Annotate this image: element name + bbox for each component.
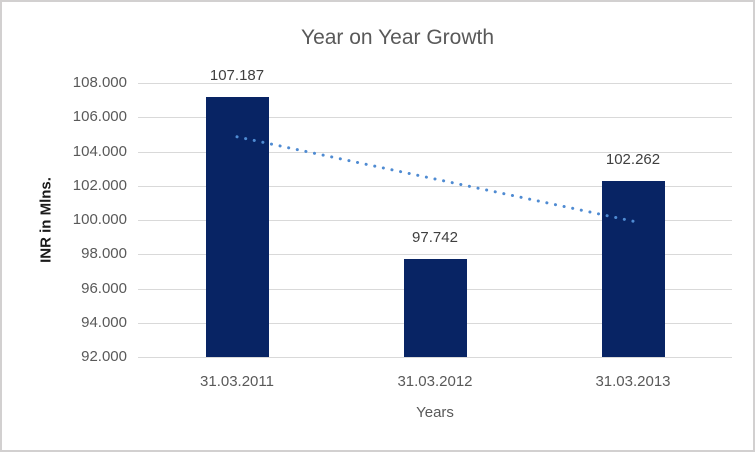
data-label: 97.742 [412, 228, 458, 246]
gridline [138, 117, 732, 119]
gridline [138, 357, 732, 358]
gridline [138, 254, 732, 256]
y-tick-label: 98.000 [81, 245, 127, 263]
plot-area: 107.187 97.742 102.262 [138, 67, 732, 358]
y-tick-label: 94.000 [81, 313, 127, 331]
bar [205, 96, 269, 357]
bar [403, 258, 467, 357]
data-label: 107.187 [209, 66, 265, 84]
x-axis-title: Years [416, 404, 454, 421]
y-tick-label: 108.000 [72, 74, 127, 91]
bar [601, 181, 665, 357]
gridline [138, 83, 732, 84]
x-tick-label: 31.03.2012 [397, 373, 473, 390]
x-tick-label: 31.03.2013 [595, 373, 671, 390]
y-tick-label: 100.000 [72, 211, 127, 228]
data-label: 102.262 [605, 151, 661, 169]
chart-title: Year on Year Growth [300, 26, 495, 49]
trendline-path [235, 135, 635, 223]
y-tick-label: 96.000 [81, 279, 127, 297]
y-tick-label: 92.000 [81, 348, 127, 365]
y-tick-label: 104.000 [72, 142, 127, 160]
y-tick-label: 102.000 [72, 176, 127, 194]
y-tick-label: 106.000 [72, 108, 127, 126]
x-tick-label: 31.03.2011 [200, 373, 274, 390]
